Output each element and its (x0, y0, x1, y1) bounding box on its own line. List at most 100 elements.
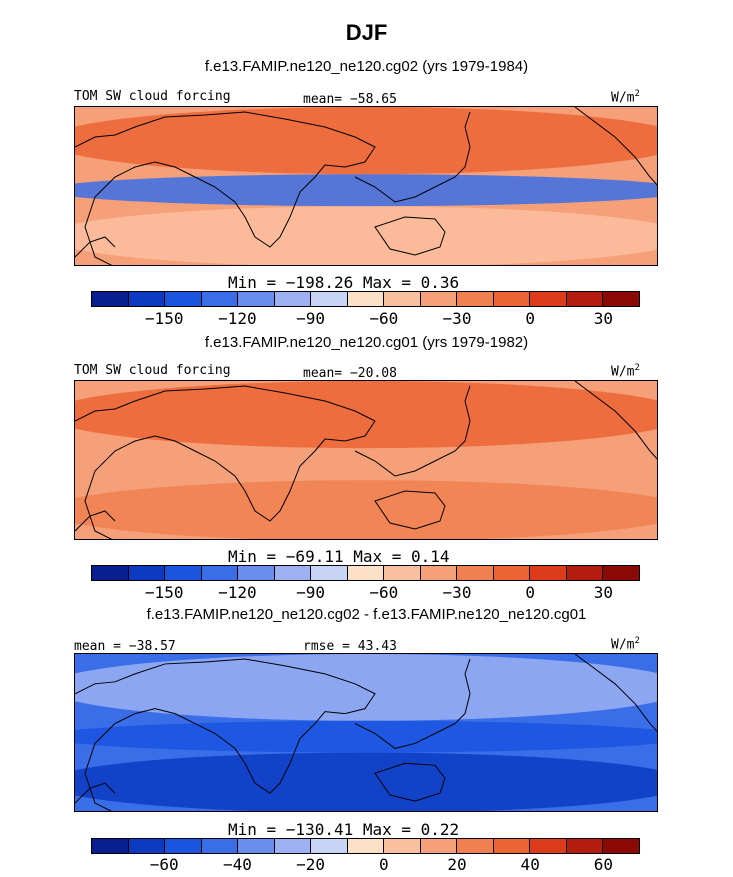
panel3-map (74, 653, 658, 812)
colorbar-segment (384, 566, 421, 580)
map-band-north (75, 381, 657, 449)
coastline (75, 782, 116, 804)
coastline (574, 654, 657, 733)
colorbar-segment (347, 839, 385, 853)
coastline (374, 490, 446, 530)
colorbar-tick-label: 30 (593, 309, 614, 328)
colorbar-segment (92, 566, 129, 580)
colorbar-tick-label: 0 (378, 855, 389, 874)
colorbar-segment (566, 839, 604, 853)
map-band-equator (75, 174, 657, 207)
colorbar-tick-label: 40 (520, 855, 540, 874)
colorbar-tick-label: −90 (296, 583, 326, 602)
coastline (374, 216, 446, 256)
colorbar-segment (420, 566, 458, 580)
colorbar-tick-label: −30 (442, 309, 472, 328)
colorbar-tick-label: −150 (144, 309, 184, 328)
panel3-subtitle: f.e13.FAMIP.ne120_ne120.cg02 - f.e13.FAM… (146, 606, 587, 623)
panel3-mean: mean = −38.57 (74, 639, 176, 654)
panel3-minmax: Min = −130.41 Max = 0.22 (228, 820, 460, 839)
colorbar-segment (311, 566, 348, 580)
map-band-south (75, 480, 657, 539)
coastline (75, 658, 376, 811)
colorbar-segment (347, 566, 385, 580)
colorbar-segment (493, 839, 531, 853)
colorbar-segment (201, 839, 239, 853)
colorbar-tick-label: 60 (593, 855, 614, 874)
coastline (75, 236, 116, 258)
colorbar-segment (201, 292, 239, 306)
colorbar-segment (128, 566, 166, 580)
colorbar-segment (603, 839, 639, 853)
colorbar-segment (457, 566, 494, 580)
coastline (75, 385, 376, 539)
panel1-colorbar-ticks: −150 −120 −90 −60 −30 0 30 (91, 309, 640, 328)
colorbar-segment (274, 566, 312, 580)
colorbar-segment (238, 566, 275, 580)
panel2-map (74, 380, 658, 540)
colorbar-segment (384, 839, 421, 853)
colorbar-tick-label: 30 (593, 583, 614, 602)
colorbar-tick-label: −20 (296, 855, 326, 874)
colorbar-segment (530, 839, 567, 853)
colorbar-segment (603, 566, 639, 580)
map-band-equator (75, 448, 657, 481)
map-band-north (75, 654, 657, 721)
panel3-map-svg (75, 654, 657, 811)
map-band-south (75, 752, 657, 811)
colorbar-segment (530, 292, 567, 306)
colorbar-segment (92, 839, 129, 853)
panel1-minmax: Min = −198.26 Max = 0.36 (228, 273, 460, 292)
panel2-mean: mean= −20.08 (303, 366, 397, 381)
colorbar-segment (201, 566, 239, 580)
colorbar-segment (165, 839, 202, 853)
coastline (574, 381, 657, 460)
colorbar-tick-label: 0 (525, 309, 536, 328)
colorbar-segment (92, 292, 129, 306)
colorbar-segment (384, 292, 421, 306)
colorbar-segment (274, 292, 312, 306)
colorbar-segment (128, 292, 166, 306)
colorbar-tick-label: −60 (369, 583, 399, 602)
colorbar-segment (165, 292, 202, 306)
coastline (354, 658, 471, 749)
colorbar-segment (493, 566, 531, 580)
figure-title: DJF (345, 20, 388, 45)
panel2-subtitle: f.e13.FAMIP.ne120_ne120.cg01 (yrs 1979-1… (204, 334, 529, 351)
panel3-colorbar (91, 838, 640, 854)
colorbar-tick-label: −30 (442, 583, 472, 602)
colorbar-segment (238, 839, 275, 853)
colorbar-segment (566, 566, 604, 580)
panel3-units: W/m2 (611, 636, 640, 653)
colorbar-segment (457, 292, 494, 306)
panel1-mean: mean= −58.65 (303, 92, 397, 107)
coastline (374, 762, 446, 802)
panel1-units: W/m2 (611, 89, 640, 106)
coastline (75, 111, 376, 265)
colorbar-tick-label: −40 (222, 855, 252, 874)
colorbar-tick-label: 20 (447, 855, 467, 874)
colorbar-tick-label: −60 (369, 309, 399, 328)
colorbar-tick-label: −60 (149, 855, 179, 874)
colorbar-segment (493, 292, 531, 306)
panel1-subtitle: f.e13.FAMIP.ne120_ne120.cg02 (yrs 1979-1… (204, 58, 529, 75)
panel2-colorbar-ticks: −150 −120 −90 −60 −30 0 30 (91, 583, 640, 602)
colorbar-segment (530, 566, 567, 580)
panel3-colorbar-ticks: −60 −40 −20 0 20 40 60 (91, 855, 640, 874)
panel2-map-svg (75, 381, 657, 539)
colorbar-segment (165, 566, 202, 580)
map-band-equator (75, 720, 657, 753)
map-band-south (75, 206, 657, 265)
coastline (354, 111, 471, 203)
map-band-north (75, 107, 657, 175)
colorbar-segment (420, 292, 458, 306)
coastline (354, 385, 471, 477)
panel1-colorbar (91, 291, 640, 307)
coastline (574, 107, 657, 186)
colorbar-tick-label: 0 (525, 583, 536, 602)
panel1-map-svg (75, 107, 657, 265)
colorbar-segment (347, 292, 385, 306)
colorbar-segment (603, 292, 639, 306)
panel2-units: W/m2 (611, 363, 640, 380)
colorbar-segment (238, 292, 275, 306)
